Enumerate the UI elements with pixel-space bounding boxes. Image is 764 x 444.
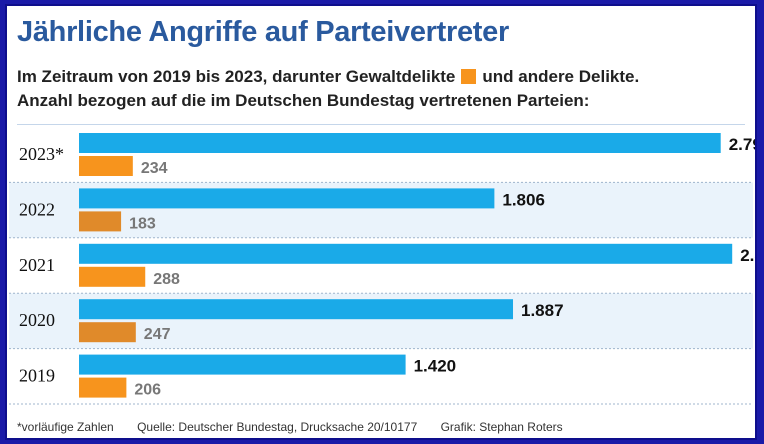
bar-violent-1 (79, 211, 122, 232)
chart-title: Jährliche Angriffe auf Parteivertreter (17, 16, 509, 48)
bar-total-0 (79, 133, 721, 153)
category-label: 2021 (19, 255, 55, 275)
category-label: 2020 (19, 310, 55, 330)
graphic-credit: Grafik: Stephan Roters (440, 420, 563, 434)
bar-violent-3 (79, 322, 136, 343)
category-label: 2023* (19, 144, 64, 164)
subtitle-text-before: Im Zeitraum von 2019 bis 2023, darunter … (17, 67, 456, 86)
label-total-1: 1.806 (502, 190, 545, 209)
bar-total-1 (79, 188, 495, 209)
category-label: 2022 (19, 199, 55, 219)
footnote: *vorläufige Zahlen (17, 420, 114, 434)
label-total-0: 2.790 (729, 135, 755, 154)
chart-frame: Jährliche Angriffe auf Parteivertreter I… (5, 4, 757, 440)
label-violent-3: 247 (144, 326, 171, 343)
bar-chart: 2023* 2.790 234 2022 1.806 183 2021 2.840 288 202… (9, 133, 755, 405)
label-violent-1: 183 (129, 215, 156, 232)
chart-subtitle-line2: Anzahl bezogen auf die im Deutschen Bund… (17, 91, 590, 110)
bar-violent-4 (79, 377, 127, 398)
label-total-3: 1.887 (521, 301, 564, 320)
label-violent-2: 288 (153, 271, 180, 288)
chart-footer: *vorläufige Zahlen Quelle: Deutscher Bun… (17, 420, 583, 434)
subtitle-text-after: und andere Delikte. (482, 67, 640, 86)
bar-total-4 (79, 354, 406, 375)
legend-swatch-violent (461, 69, 477, 84)
label-violent-0: 234 (141, 160, 168, 177)
bar-violent-2 (79, 266, 146, 287)
chart-subtitle-line1: Im Zeitraum von 2019 bis 2023, darunter … (17, 67, 639, 87)
label-violent-4: 206 (134, 382, 161, 399)
category-label: 2019 (19, 366, 55, 386)
header-divider (17, 124, 745, 125)
label-total-4: 1.420 (414, 357, 457, 376)
source-note: Quelle: Deutscher Bundestag, Drucksache … (137, 420, 418, 434)
bar-total-3 (79, 299, 514, 320)
bar-total-2 (79, 243, 733, 264)
bar-violent-0 (79, 156, 133, 176)
label-total-2: 2.840 (740, 246, 755, 265)
